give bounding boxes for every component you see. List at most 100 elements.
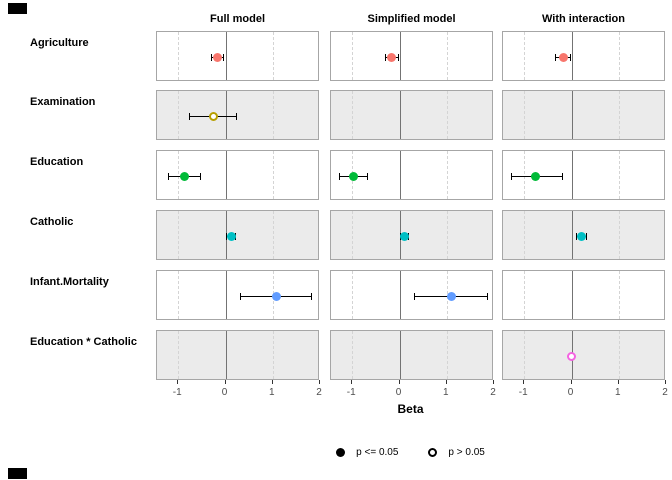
error-bar-cap-right bbox=[311, 292, 313, 300]
x-tick-mark bbox=[523, 380, 525, 384]
panel-catholic-with-interaction bbox=[502, 210, 665, 260]
screen-artifact-bottom-left bbox=[8, 468, 27, 479]
error-bar-cap-left bbox=[385, 53, 387, 61]
x-tick-mark bbox=[445, 380, 447, 384]
gridline-dashed bbox=[272, 331, 274, 379]
zero-line bbox=[571, 32, 573, 80]
estimate-point-agriculture-full-model bbox=[212, 52, 222, 62]
zero-line bbox=[399, 91, 401, 139]
gridline-dashed bbox=[524, 331, 526, 379]
error-bar-cap-right bbox=[236, 112, 238, 120]
legend-filled-dot-icon bbox=[336, 448, 346, 457]
gridline-dashed bbox=[352, 91, 354, 139]
gridline-dashed bbox=[618, 151, 620, 199]
gridline-dashed bbox=[272, 151, 274, 199]
panel-agriculture-full-model bbox=[156, 31, 319, 81]
column-header-full-model: Full model bbox=[210, 13, 265, 25]
zero-line bbox=[225, 331, 227, 379]
legend-open-dot-icon bbox=[428, 448, 438, 457]
estimate-point-infant-mortality-simplified-model bbox=[446, 291, 456, 301]
x-tick-mark bbox=[224, 380, 226, 384]
estimate-point-education-with-interaction bbox=[531, 171, 541, 181]
error-bar-cap-left bbox=[189, 112, 191, 120]
gridline-dashed bbox=[178, 211, 180, 259]
gridline-dashed bbox=[524, 211, 526, 259]
x-tick-mark bbox=[398, 380, 400, 384]
row-label-education-catholic: Education * Catholic bbox=[30, 336, 137, 348]
zero-line bbox=[399, 211, 401, 259]
panel-education-with-interaction bbox=[502, 150, 665, 200]
error-bar-cap-right bbox=[397, 53, 399, 61]
error-bar-cap-left bbox=[240, 292, 242, 300]
x-tick-label: -1 bbox=[346, 387, 356, 398]
x-tick-mark bbox=[617, 380, 619, 384]
error-bar-cap-right bbox=[366, 172, 368, 180]
gridline-dashed bbox=[352, 271, 354, 319]
gridline-dashed bbox=[446, 331, 448, 379]
gridline-dashed bbox=[446, 211, 448, 259]
estimate-point-catholic-simplified-model bbox=[400, 231, 410, 241]
error-bar-cap-left bbox=[413, 292, 415, 300]
panel-infant-mortality-with-interaction bbox=[502, 270, 665, 320]
x-tick-mark bbox=[351, 380, 353, 384]
panel-education-catholic-simplified-model bbox=[330, 330, 493, 380]
x-tick-label: 2 bbox=[662, 387, 668, 398]
row-label-infant-mortality: Infant.Mortality bbox=[30, 276, 109, 288]
panel-examination-with-interaction bbox=[502, 90, 665, 140]
zero-line bbox=[225, 151, 227, 199]
x-tick-mark bbox=[665, 380, 666, 384]
panel-catholic-simplified-model bbox=[330, 210, 493, 260]
row-label-agriculture: Agriculture bbox=[30, 37, 89, 49]
gridline-dashed bbox=[618, 32, 620, 80]
error-bar-cap-left bbox=[168, 172, 170, 180]
x-tick-label: 1 bbox=[268, 387, 275, 398]
x-tick-mark bbox=[319, 380, 320, 384]
significance-legend: p <= 0.05 p > 0.05 bbox=[156, 447, 665, 458]
gridline-dashed bbox=[272, 211, 274, 259]
zero-line bbox=[571, 91, 573, 139]
gridline-dashed bbox=[446, 32, 448, 80]
row-label-education: Education bbox=[30, 156, 84, 168]
error-bar-cap-left bbox=[510, 172, 512, 180]
error-bar-cap-right bbox=[235, 232, 237, 240]
gridline-dashed bbox=[272, 32, 274, 80]
gridline-dashed bbox=[178, 91, 180, 139]
error-bar-cap-right bbox=[200, 172, 202, 180]
zero-line bbox=[571, 271, 573, 319]
estimate-point-agriculture-simplified-model bbox=[387, 52, 397, 62]
gridline-dashed bbox=[178, 151, 180, 199]
x-tick-label: 0 bbox=[567, 387, 574, 398]
screen-artifact-top-left bbox=[8, 3, 27, 14]
estimate-point-education-full-model bbox=[179, 171, 189, 181]
legend-item-nonsignificant: p > 0.05 bbox=[428, 447, 485, 458]
gridline-dashed bbox=[524, 151, 526, 199]
error-bar-cap-left bbox=[338, 172, 340, 180]
gridline-dashed bbox=[178, 271, 180, 319]
panel-infant-mortality-simplified-model bbox=[330, 270, 493, 320]
error-bar-cap-right bbox=[586, 232, 588, 240]
column-header-simplified-model: Simplified model bbox=[367, 13, 456, 25]
gridline-dashed bbox=[524, 91, 526, 139]
estimate-point-catholic-full-model bbox=[226, 231, 236, 241]
panel-agriculture-with-interaction bbox=[502, 31, 665, 81]
panel-education-catholic-full-model bbox=[156, 330, 319, 380]
zero-line bbox=[571, 151, 573, 199]
legend-item-significant: p <= 0.05 bbox=[336, 447, 398, 458]
gridline-dashed bbox=[352, 211, 354, 259]
panel-infant-mortality-full-model bbox=[156, 270, 319, 320]
gridline-dashed bbox=[618, 331, 620, 379]
panel-catholic-full-model bbox=[156, 210, 319, 260]
x-tick-mark bbox=[493, 380, 494, 384]
x-tick-mark bbox=[570, 380, 572, 384]
legend-label-nonsignificant: p > 0.05 bbox=[448, 447, 485, 458]
legend-label-significant: p <= 0.05 bbox=[356, 447, 399, 458]
zero-line bbox=[571, 211, 573, 259]
zero-line bbox=[399, 331, 401, 379]
error-bar-cap-left bbox=[576, 232, 578, 240]
x-tick-label: 1 bbox=[442, 387, 449, 398]
gridline-dashed bbox=[618, 211, 620, 259]
gridline-dashed bbox=[446, 151, 448, 199]
column-header-with-interaction: With interaction bbox=[541, 13, 625, 25]
estimate-point-catholic-with-interaction bbox=[576, 231, 586, 241]
